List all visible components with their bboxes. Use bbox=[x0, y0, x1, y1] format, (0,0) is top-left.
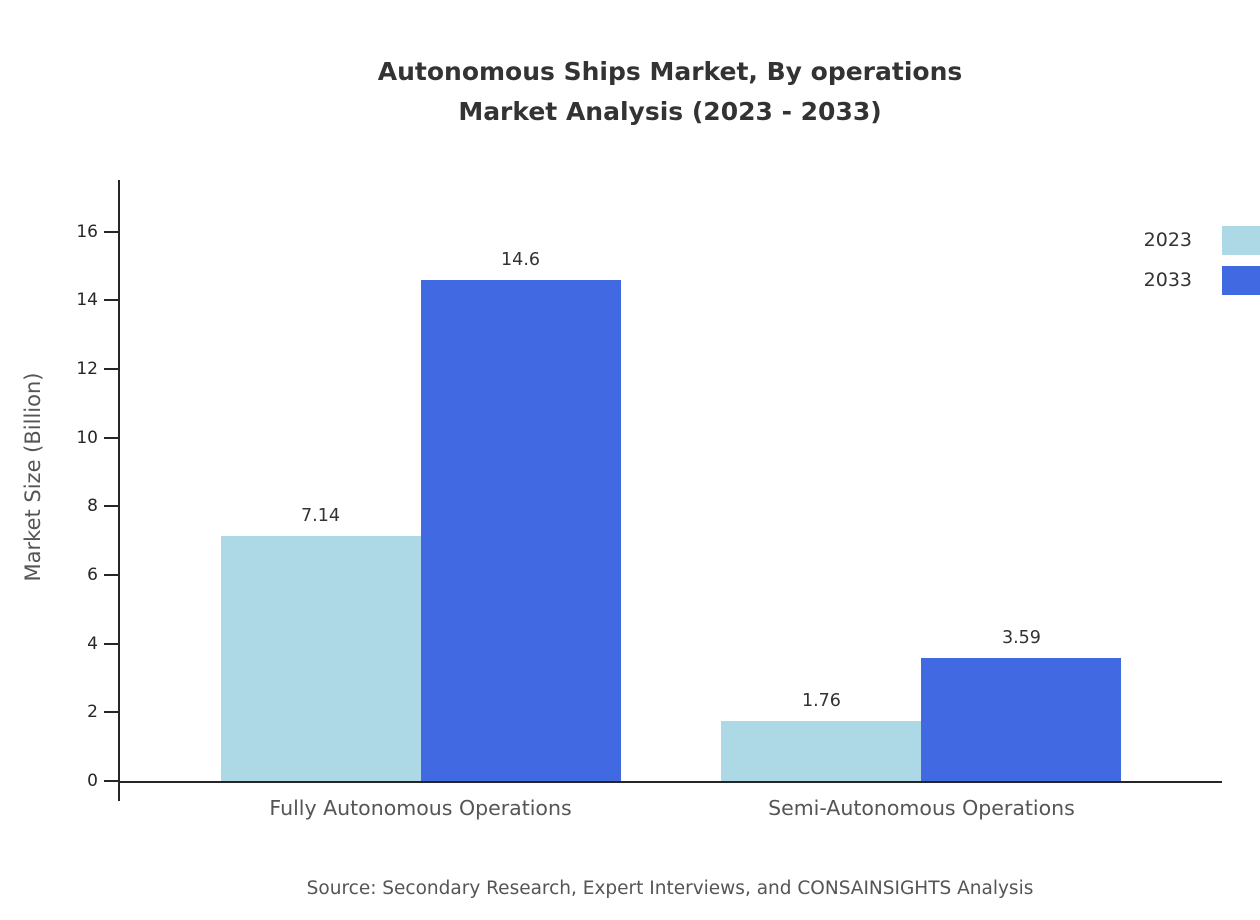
y-tick-label: 0 bbox=[87, 771, 98, 791]
source-note: Source: Secondary Research, Expert Inter… bbox=[306, 878, 1034, 899]
y-tick-mark bbox=[104, 573, 118, 576]
y-tick-mark bbox=[104, 711, 118, 714]
y-tick-mark bbox=[104, 299, 118, 302]
legend-item-2023: 2023 bbox=[1144, 220, 1260, 260]
bar-value-label: 1.76 bbox=[801, 690, 841, 711]
bar-2023-1 bbox=[721, 720, 922, 781]
bar-2033-1 bbox=[921, 657, 1122, 781]
y-tick-mark bbox=[104, 367, 118, 370]
bar-2033-0 bbox=[420, 279, 621, 781]
legend-swatch-2023 bbox=[1222, 225, 1260, 255]
chart-title: Autonomous Ships Market, By operations M… bbox=[80, 52, 1260, 132]
bar-value-label: 14.6 bbox=[501, 249, 541, 270]
y-tick-label: 2 bbox=[87, 702, 98, 723]
legend-label-2033: 2033 bbox=[1143, 269, 1192, 291]
plot-area: 0 2 4 6 8 10 12 14 16 7.14 14.6 Fully Autonomous Op… bbox=[76, 180, 1222, 820]
y-tick-label: 6 bbox=[87, 564, 98, 585]
y-tick-mark bbox=[104, 642, 118, 645]
chart-title-line2: Market Analysis (2023 - 2033) bbox=[458, 97, 882, 126]
legend-label-2023: 2023 bbox=[1143, 229, 1192, 251]
y-tick-mark bbox=[104, 436, 118, 439]
legend: 2023 2033 bbox=[1144, 220, 1260, 300]
y-tick-label: 4 bbox=[87, 633, 98, 654]
chart-title-line1: Autonomous Ships Market, By operations bbox=[377, 57, 963, 86]
legend-item-2033: 2033 bbox=[1144, 260, 1260, 300]
bar-value-label: 7.14 bbox=[301, 505, 341, 526]
x-tick-mark bbox=[118, 783, 120, 801]
bar-value-label: 3.59 bbox=[1001, 627, 1041, 648]
y-tick-label: 8 bbox=[87, 496, 98, 517]
y-tick-label: 14 bbox=[76, 290, 98, 311]
y-tick-mark bbox=[104, 780, 118, 782]
y-tick-mark bbox=[104, 230, 118, 233]
x-category-label: Semi-Autonomous Operations bbox=[768, 796, 1075, 820]
legend-swatch-2033 bbox=[1222, 265, 1260, 295]
y-axis-label: Market Size (Billion) bbox=[21, 372, 45, 582]
bar-2023-0 bbox=[220, 535, 421, 781]
x-category-label: Fully Autonomous Operations bbox=[269, 796, 572, 820]
y-tick-label: 10 bbox=[76, 427, 98, 448]
y-tick-label: 12 bbox=[76, 358, 98, 379]
y-tick-label: 16 bbox=[76, 221, 98, 242]
y-tick-mark bbox=[104, 505, 118, 508]
